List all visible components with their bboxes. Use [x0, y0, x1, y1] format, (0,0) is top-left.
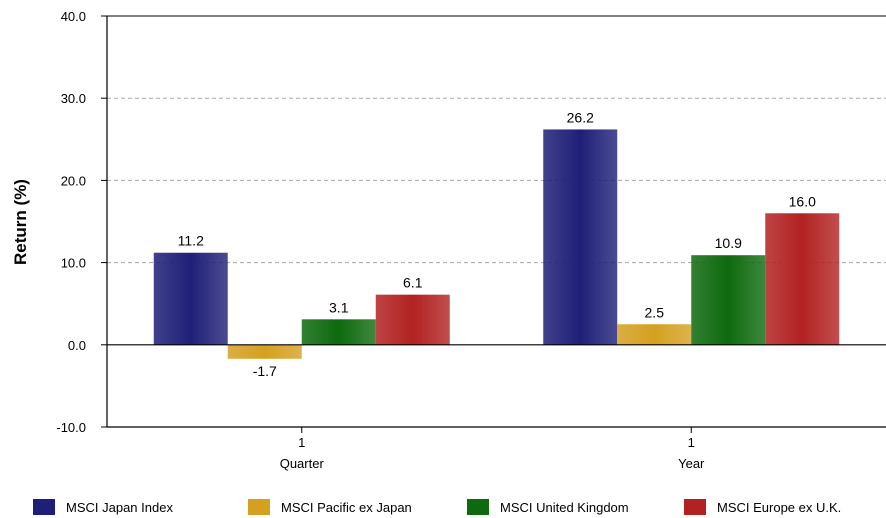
y-tick-label: 40.0 [61, 9, 86, 24]
legend-label: MSCI Japan Index [66, 500, 173, 515]
legend-label: MSCI United Kingdom [500, 500, 629, 515]
data-label: 2.5 [645, 304, 665, 320]
legend-swatch [248, 499, 270, 515]
bar [765, 213, 840, 345]
bar [617, 324, 692, 345]
data-label: 6.1 [403, 275, 423, 291]
axes: 40.0 30.0 20.0 10.0 0.0 -10.0 1 Quarter 1 Year [56, 9, 886, 471]
legend-label: MSCI Pacific ex Japan [281, 500, 412, 515]
legend-swatch [684, 499, 706, 515]
y-tick-label: 10.0 [61, 256, 86, 271]
legend: MSCI Japan Index MSCI Pacific ex Japan MSC… [33, 499, 841, 515]
x-tick-label: Quarter [280, 456, 325, 471]
bar [153, 252, 228, 345]
gridlines [107, 97, 886, 264]
bars [153, 129, 840, 359]
data-label: 16.0 [789, 193, 816, 209]
x-tick-label: 1 [688, 435, 695, 450]
y-tick-label: 0.0 [68, 338, 86, 353]
data-label: 26.2 [567, 109, 594, 125]
legend-swatch [33, 499, 55, 515]
data-label: 11.2 [178, 233, 204, 249]
x-tick-label: 1 [298, 435, 305, 450]
x-tick-label: Year [678, 456, 705, 471]
bar [301, 319, 376, 345]
y-axis-title: Return (%) [11, 179, 30, 265]
data-label: -1.7 [253, 363, 277, 379]
y-tick-label: -10.0 [56, 420, 86, 435]
y-tick-label: 20.0 [61, 173, 86, 188]
data-label: 10.9 [715, 235, 742, 251]
bar [375, 294, 450, 345]
bar [691, 255, 766, 345]
y-tick-label: 30.0 [61, 91, 86, 106]
data-labels: 11.2 -1.7 3.1 6.1 26.2 2.5 10.9 16.0 [178, 109, 816, 378]
legend-label: MSCI Europe ex U.K. [717, 500, 841, 515]
bar [543, 129, 618, 345]
bar [227, 344, 302, 359]
data-label: 3.1 [329, 299, 349, 315]
legend-swatch [467, 499, 489, 515]
